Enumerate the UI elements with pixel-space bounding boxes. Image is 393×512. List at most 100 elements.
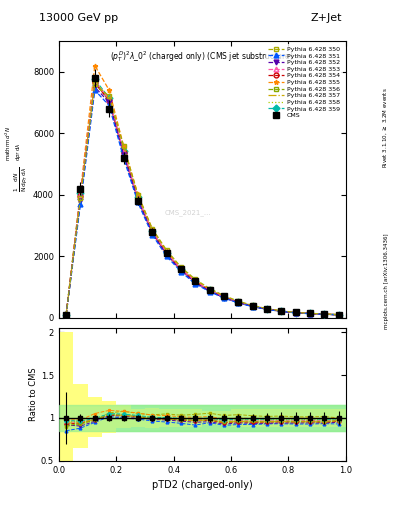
Pythia 6.428 356 [236,299,241,305]
Pythia 6.428 352 [250,304,255,310]
Pythia 6.428 355 [293,309,298,315]
Pythia 6.428 353 [121,148,126,155]
Text: 13000 GeV pp: 13000 GeV pp [39,13,118,23]
Pythia 6.428 359 [107,95,112,101]
Pythia 6.428 354 [336,312,341,318]
Pythia 6.428 353 [308,310,312,316]
Pythia 6.428 351 [92,87,97,93]
Pythia 6.428 355 [264,306,269,312]
Pythia 6.428 354 [107,98,112,104]
Pythia 6.428 351 [150,231,154,238]
Pythia 6.428 357 [164,251,169,257]
Pythia 6.428 359 [164,250,169,256]
Pythia 6.428 359 [136,195,140,201]
Pythia 6.428 350 [78,195,83,201]
Pythia 6.428 356 [308,310,312,316]
Pythia 6.428 359 [264,306,269,312]
Pythia 6.428 354 [308,310,312,316]
Bar [59,405,346,431]
Bar [174,410,188,426]
Bar [317,410,332,426]
Pythia 6.428 359 [308,310,312,316]
Bar [303,410,317,426]
Pythia 6.428 358 [107,96,112,102]
Pythia 6.428 359 [78,190,83,196]
Pythia 6.428 357 [107,98,112,104]
Pythia 6.428 355 [150,226,154,232]
Pythia 6.428 354 [207,288,212,294]
Pythia 6.428 359 [207,287,212,293]
Pythia 6.428 351 [264,306,269,312]
Pythia 6.428 357 [293,310,298,316]
Pythia 6.428 352 [222,295,226,301]
Pythia 6.428 350 [150,225,154,231]
Pythia 6.428 354 [279,308,284,314]
Pythia 6.428 357 [136,196,140,202]
Line: Pythia 6.428 355: Pythia 6.428 355 [64,63,341,317]
Pythia 6.428 359 [178,266,183,272]
Line: Pythia 6.428 357: Pythia 6.428 357 [66,82,339,315]
Pythia 6.428 357 [193,279,198,285]
Pythia 6.428 356 [193,279,198,285]
Pythia 6.428 357 [264,306,269,312]
Line: Pythia 6.428 356: Pythia 6.428 356 [64,81,341,317]
Pythia 6.428 358 [207,287,212,293]
Pythia 6.428 356 [322,311,327,317]
Text: $(p_T^D)^2\lambda\_0^2$ (charged only) (CMS jet substructure): $(p_T^D)^2\lambda\_0^2$ (charged only) (… [110,49,294,64]
Pythia 6.428 352 [336,312,341,318]
Pythia 6.428 358 [222,294,226,300]
Pythia 6.428 356 [121,149,126,155]
Pythia 6.428 359 [250,303,255,309]
Pythia 6.428 355 [107,87,112,93]
Pythia 6.428 353 [322,311,327,317]
Pythia 6.428 350 [164,247,169,253]
Line: Pythia 6.428 353: Pythia 6.428 353 [64,78,341,317]
Pythia 6.428 352 [78,198,83,204]
Pythia 6.428 351 [121,155,126,161]
Pythia 6.428 355 [222,293,226,300]
Pythia 6.428 357 [222,294,226,301]
Pythia 6.428 355 [336,312,341,318]
Pythia 6.428 351 [250,304,255,310]
Pythia 6.428 358 [236,299,241,305]
Pythia 6.428 352 [107,99,112,105]
Bar [245,410,260,426]
Pythia 6.428 351 [178,268,183,274]
Bar [202,411,217,425]
Pythia 6.428 351 [293,310,298,316]
Bar [145,408,160,428]
Pythia 6.428 359 [64,312,68,318]
X-axis label: pTD2 (charged-only): pTD2 (charged-only) [152,480,253,490]
Pythia 6.428 351 [164,253,169,259]
Pythia 6.428 350 [264,306,269,312]
Pythia 6.428 354 [293,310,298,316]
Pythia 6.428 353 [150,228,154,234]
Pythia 6.428 354 [150,229,154,236]
Pythia 6.428 355 [92,62,97,69]
Pythia 6.428 359 [322,311,327,317]
Line: Pythia 6.428 350: Pythia 6.428 350 [64,81,341,317]
Pythia 6.428 350 [121,142,126,148]
Pythia 6.428 350 [236,298,241,304]
Pythia 6.428 354 [250,303,255,309]
Pythia 6.428 355 [250,303,255,309]
Pythia 6.428 351 [279,308,284,314]
Pythia 6.428 350 [107,93,112,99]
Pythia 6.428 355 [236,298,241,305]
Pythia 6.428 350 [293,309,298,315]
Pythia 6.428 356 [64,312,68,318]
Pythia 6.428 357 [92,79,97,85]
Text: Z+Jet: Z+Jet [310,13,342,23]
Pythia 6.428 358 [250,303,255,309]
Line: Pythia 6.428 354: Pythia 6.428 354 [64,80,341,317]
Pythia 6.428 350 [64,312,68,318]
Pythia 6.428 352 [279,308,284,314]
Pythia 6.428 354 [178,267,183,273]
Pythia 6.428 357 [308,310,312,316]
Pythia 6.428 353 [164,250,169,256]
Pythia 6.428 351 [322,311,327,317]
Pythia 6.428 355 [78,188,83,195]
Pythia 6.428 359 [193,278,198,284]
Pythia 6.428 353 [279,308,284,314]
Pythia 6.428 358 [78,191,83,197]
